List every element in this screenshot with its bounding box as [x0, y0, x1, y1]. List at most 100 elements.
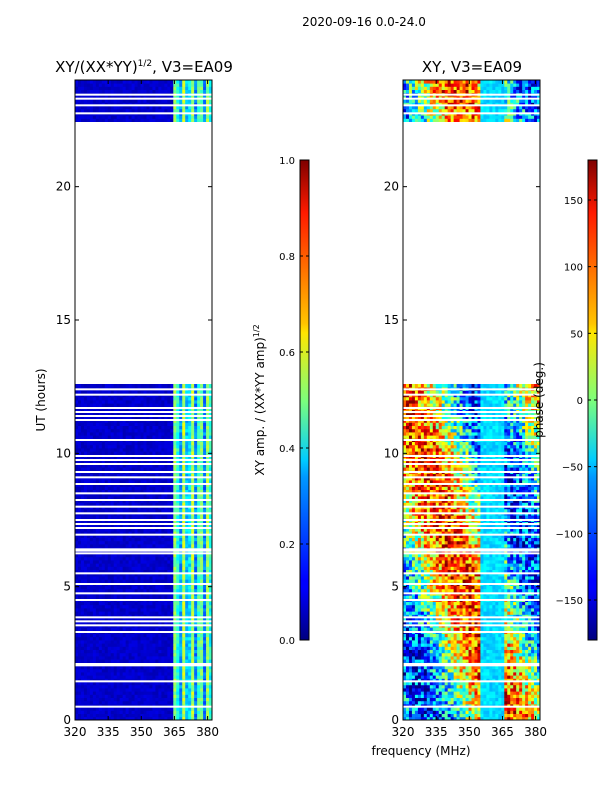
heatmap-cell [185, 515, 189, 519]
heatmap-cell [203, 425, 207, 430]
heatmap-cell [131, 553, 135, 558]
heatmap-cell [92, 432, 97, 436]
heatmap-cell [191, 396, 195, 401]
heatmap-cell [161, 672, 165, 676]
heatmap-cell [92, 688, 97, 692]
heatmap-cell [122, 588, 127, 593]
heatmap-cell [95, 448, 100, 452]
heatmap-cell [101, 700, 106, 705]
heatmap-cell [128, 640, 132, 644]
heatmap-cell [176, 460, 180, 465]
heatmap-cell [206, 700, 210, 705]
heatmap-cell [107, 480, 112, 484]
heatmap-cell [125, 441, 130, 446]
heatmap-cell [176, 697, 180, 702]
heatmap-cell [89, 489, 94, 494]
heatmap-cell [101, 716, 106, 720]
heatmap-cell [203, 620, 207, 625]
heatmap-cell [113, 665, 118, 670]
heatmap-cell [197, 528, 201, 532]
heatmap-cell [116, 451, 121, 455]
heatmap-cell [134, 560, 138, 564]
heatmap-cell [188, 400, 192, 404]
heatmap-cell [146, 665, 150, 670]
heatmap-cell [119, 672, 124, 676]
heatmap-cell [179, 608, 183, 612]
heatmap-cell [131, 412, 135, 417]
heatmap-cell [194, 601, 198, 606]
heatmap-cell [125, 390, 130, 394]
heatmap-cell [176, 672, 180, 676]
heatmap-cell [107, 476, 112, 481]
heatmap-cell [119, 611, 124, 615]
heatmap-cell [75, 681, 79, 686]
heatmap-cell [182, 656, 186, 660]
heatmap-cell [86, 435, 91, 439]
heatmap-cell [194, 678, 198, 682]
heatmap-cell [152, 604, 156, 609]
heatmap-cell [101, 563, 106, 567]
heatmap-cell [75, 566, 79, 570]
heatmap-cell [158, 627, 162, 631]
heatmap-cell [200, 502, 204, 506]
heatmap-cell [170, 460, 174, 465]
heatmap-cell [188, 643, 192, 647]
heatmap-cell [92, 403, 97, 407]
heatmap-cell [116, 678, 121, 682]
heatmap-cell [206, 550, 210, 554]
heatmap-cell [203, 553, 207, 558]
heatmap-cell [128, 707, 132, 711]
heatmap-cell [107, 441, 112, 446]
heatmap-cell [197, 633, 201, 638]
heatmap-cell [158, 384, 162, 388]
heatmap-cell [149, 460, 153, 465]
heatmap-cell [122, 595, 127, 599]
heatmap-cell [143, 550, 147, 554]
heatmap-cell [134, 675, 138, 679]
heatmap-cell [75, 588, 79, 593]
heatmap-cell [149, 585, 153, 590]
heatmap-cell [176, 435, 180, 439]
heatmap-cell [110, 108, 115, 113]
heatmap-cell [194, 688, 198, 692]
heatmap-cell [128, 384, 132, 388]
heatmap-cell [110, 534, 115, 538]
heatmap-cell [116, 416, 121, 420]
heatmap-cell [161, 713, 165, 718]
heatmap-cell [140, 640, 144, 644]
heatmap-cell [83, 390, 88, 394]
heatmap-cell [101, 601, 106, 606]
heatmap-cell [125, 492, 130, 497]
heatmap-cell [203, 473, 207, 478]
heatmap-cell [191, 553, 195, 558]
heatmap-cell [179, 115, 183, 119]
heatmap-cell [155, 508, 159, 513]
heatmap-cell [146, 672, 150, 676]
heatmap-cell [206, 668, 210, 673]
heatmap-cell [77, 665, 82, 670]
heatmap-cell [164, 544, 168, 548]
heatmap-cell [197, 422, 201, 426]
heatmap-cell [164, 649, 168, 654]
heatmap-cell [170, 572, 174, 577]
heatmap-cell [122, 700, 127, 705]
heatmap-cell [80, 579, 85, 583]
heatmap-cell [95, 684, 100, 689]
heatmap-cell [80, 611, 85, 615]
heatmap-cell [113, 611, 118, 615]
heatmap-cell [155, 608, 159, 612]
heatmap-cell [155, 537, 159, 542]
heatmap-cell [95, 441, 100, 446]
heatmap-cell [161, 425, 165, 430]
heatmap-cell [149, 528, 153, 532]
heatmap-cell [119, 608, 124, 612]
heatmap-cell [170, 716, 174, 720]
heatmap-cell [188, 115, 192, 119]
heatmap-cell [128, 601, 132, 606]
heatmap-cell [206, 400, 210, 404]
heatmap-cell [92, 563, 97, 567]
heatmap-cell [206, 448, 210, 452]
heatmap-cell [134, 448, 138, 452]
heatmap-cell [164, 476, 168, 481]
heatmap-cell [86, 422, 91, 426]
